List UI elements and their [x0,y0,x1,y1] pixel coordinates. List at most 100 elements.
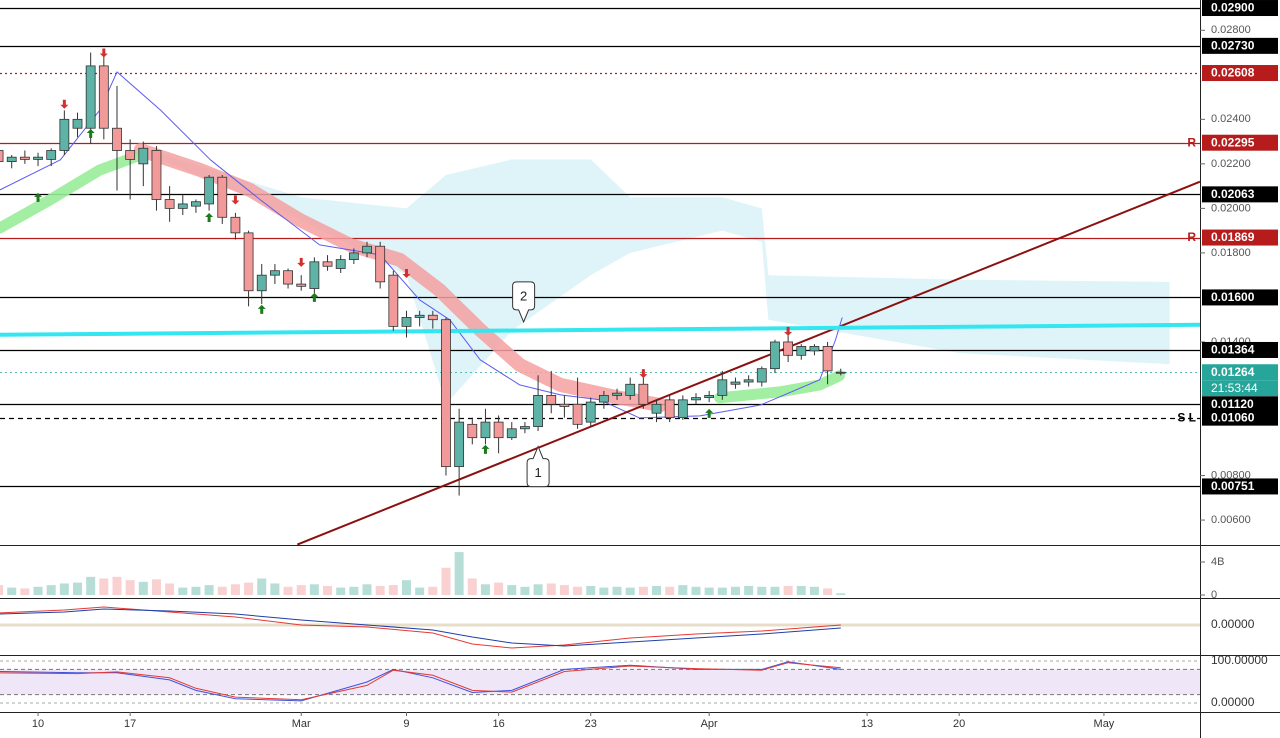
volume-bar [7,587,17,596]
annotation-text: 2 [520,288,527,303]
y-tick-label: 0.02800 [1211,24,1251,36]
candle-body [796,346,807,356]
price-tag [1202,341,1278,358]
candle-body [677,399,688,419]
annotation-callout [512,281,536,324]
candle-body [269,270,280,276]
candle-body [164,199,175,209]
x-tick-label: 23 [585,718,597,730]
candle-body [546,394,557,405]
candle-body [493,421,504,439]
y-tick-label: 0.01800 [1211,247,1251,259]
candle-body [375,245,386,283]
volume-bar [112,576,122,596]
candle-body [730,381,741,385]
volume-bar [0,585,4,596]
y-tick-label: 0.00600 [1211,514,1251,526]
volume-bar [757,586,767,596]
volume-bar [836,593,846,596]
volume-bar [178,587,188,596]
candle-body [664,399,675,419]
candle-body [138,147,149,165]
y-tick-label: 0.02200 [1211,158,1251,170]
signal-arrow [639,369,648,379]
signal-arrow [231,195,240,205]
volume-bar [59,583,69,596]
volume-bar [809,586,819,596]
volume-bar [230,584,240,596]
candle-body [454,421,465,468]
candle-body [33,156,43,160]
volume-bar [362,584,372,596]
price-tag-label: 0.01364 [1211,343,1255,357]
signal-arrow [34,192,43,202]
macd-tick-label: 0.00000 [1211,617,1255,631]
signal-arrow [257,304,266,314]
price-tag-label: 0.02608 [1211,66,1255,80]
price-tag-label: 0.01060 [1211,410,1255,424]
rsi-tick-label: 100.00000 [1211,653,1268,667]
volume-bar [138,581,148,596]
candle-body [46,150,57,160]
y-tick-label: 0.02400 [1211,113,1251,125]
candle-body [6,156,17,163]
x-tick-label: 10 [32,718,44,730]
volume-bar [191,586,201,596]
volume-bar [309,584,319,596]
signal-arrow [99,48,108,58]
candle-body [559,403,570,407]
x-tick-label: May [1094,718,1115,730]
candle-body [612,392,622,396]
volume-bar [691,586,701,596]
candle-body [638,383,649,405]
price-tag [1202,364,1278,381]
candle-body [625,383,636,396]
rsi-band [0,669,1200,695]
candle-body [204,176,215,205]
candle-body [85,65,96,129]
candle-body [309,261,320,289]
price-tag-label: 0.00751 [1211,479,1255,493]
price-tag [1202,0,1278,17]
candle-body [388,274,399,327]
y-tick-label: 0.02000 [1211,202,1251,214]
candle-body [480,421,491,439]
candle-body [296,283,307,287]
candle-body [322,261,333,267]
volume-bar [283,586,293,596]
candle-body [506,428,517,439]
volume-bar [375,585,385,596]
signal-arrow [402,268,411,278]
volume-bar [586,585,596,596]
volume-bar [73,582,83,596]
candle-body [230,216,241,234]
volume-bar [125,580,135,596]
volume-bar [388,585,398,596]
volume-bar [217,586,227,596]
candle-body [414,314,425,318]
cloud [149,150,1170,405]
axes: 0.028000.024000.022000.020000.018000.014… [32,0,1278,730]
volume-bar [151,579,161,596]
candle-body [651,403,662,414]
volume-bar [467,578,477,596]
volume-bar [349,586,359,596]
volume-bar [296,585,306,596]
price-tag-label: 0.02900 [1211,1,1255,15]
candle-body [427,314,438,321]
level-note: S L [1177,410,1196,424]
signal-arrow [705,408,714,418]
volume-bar [20,588,30,596]
volume-bar [244,582,254,596]
price-tag [1202,134,1278,151]
volume-bar [533,584,543,596]
volume-bar [717,587,727,596]
level-note: R [1187,135,1196,149]
macd-line [0,608,841,647]
candle-body [770,341,780,370]
volume-bar [323,585,333,596]
candle-body [822,346,833,372]
volume-bar [520,586,530,596]
candle-body [125,150,136,160]
